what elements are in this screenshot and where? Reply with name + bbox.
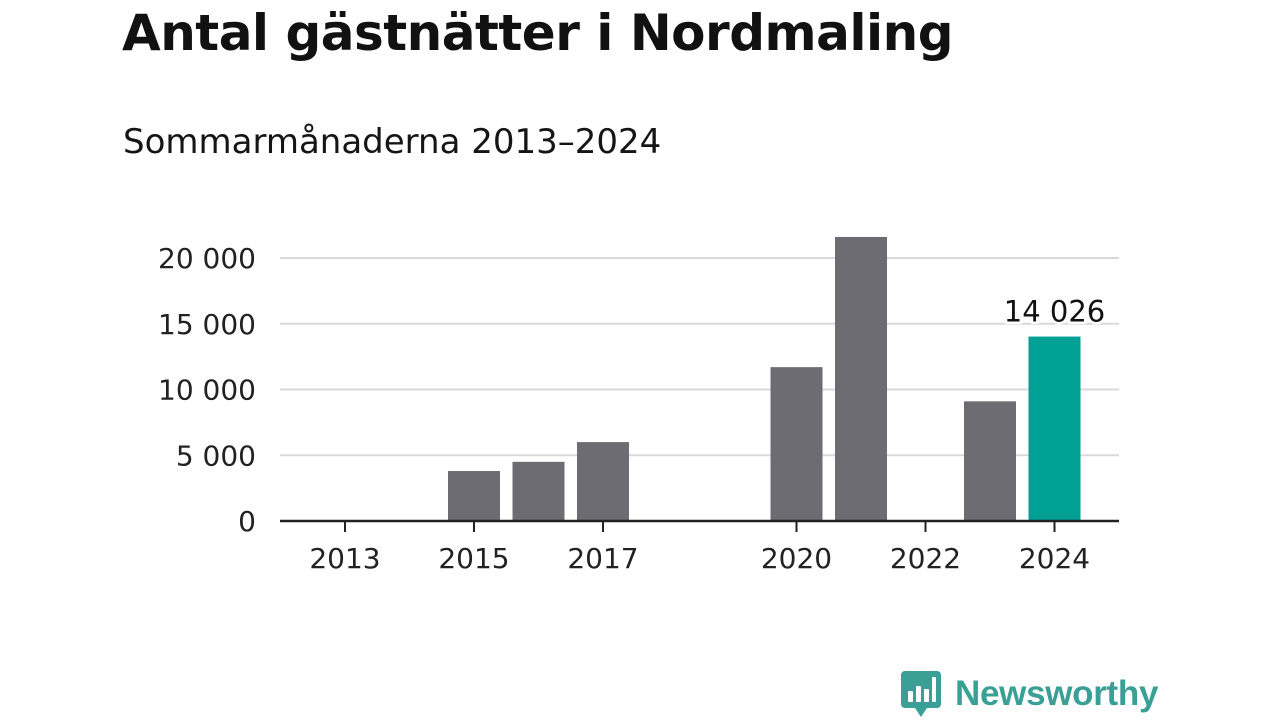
x-tick-label: 2015 (438, 542, 509, 575)
newsworthy-logo: Newsworthy (901, 671, 1158, 717)
x-tick-label: 2022 (890, 542, 961, 575)
x-tick-label: 2013 (309, 542, 380, 575)
bar-2021 (835, 236, 887, 521)
bar-chart-logo-icon (901, 671, 941, 717)
x-tick-label: 2017 (567, 542, 638, 575)
x-axis-labels: 2013 2015 2017 2020 2022 2024 (309, 542, 1090, 575)
y-tick-label: 15 000 (158, 308, 256, 341)
bar-2024 (1028, 336, 1081, 521)
bar-2015 (448, 471, 500, 521)
x-tick-label: 2024 (1019, 542, 1090, 575)
chart-subtitle: Sommarmånaderna 2013–2024 (123, 122, 662, 162)
bars (448, 236, 1081, 521)
bar-2016 (512, 461, 565, 521)
bar-2023 (964, 401, 1016, 521)
bar-2020 (770, 367, 823, 521)
x-axis (280, 519, 1119, 532)
x-tick-label: 2020 (761, 542, 832, 575)
y-tick-label: 10 000 (158, 374, 256, 407)
data-labels: 14 026 (1001, 292, 1107, 331)
y-tick-label: 20 000 (158, 242, 256, 275)
y-tick-label: 0 (238, 505, 256, 538)
data-label: 14 026 (1004, 295, 1105, 329)
chart-title: Antal gästnätter i Nordmaling (122, 4, 953, 62)
y-axis-labels: 0 5 000 10 000 15 000 20 000 (158, 242, 256, 538)
y-tick-label: 5 000 (176, 439, 256, 472)
bar-2017 (577, 442, 629, 521)
brand-name: Newsworthy (955, 674, 1159, 713)
